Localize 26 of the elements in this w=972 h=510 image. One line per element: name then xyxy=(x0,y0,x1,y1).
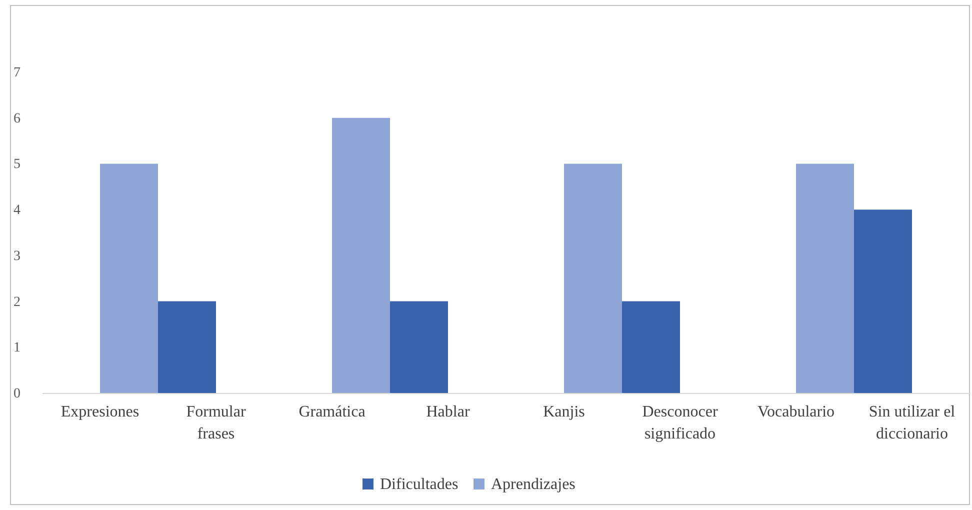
x-tick-label: Hablar xyxy=(426,404,470,420)
x-tick-label: Kanjis xyxy=(543,404,585,420)
x-tick-label: Sin utilizar el diccionario xyxy=(868,404,956,442)
x-tick-label: Desconocer significado xyxy=(642,404,718,442)
bar xyxy=(796,164,854,393)
x-tick-label: Expresiones xyxy=(60,404,140,420)
bar xyxy=(100,164,158,393)
bar xyxy=(564,164,622,393)
y-tick-label: 4 xyxy=(14,203,20,218)
bar xyxy=(332,118,390,393)
y-tick-label: 3 xyxy=(14,248,20,264)
legend-label: Dificultades xyxy=(380,476,458,493)
legend-label: Aprendizajes xyxy=(491,476,576,493)
y-tick-label: 2 xyxy=(14,294,20,310)
bar xyxy=(390,301,448,393)
x-tick-label: Gramática xyxy=(298,404,366,420)
bar xyxy=(622,301,680,393)
y-tick-label: 7 xyxy=(14,66,20,80)
y-tick-label: 1 xyxy=(14,340,20,356)
y-tick-label: 0 xyxy=(14,386,20,402)
x-tick-label: Formular frases xyxy=(186,404,246,442)
y-tick-label: 6 xyxy=(14,111,20,126)
bar xyxy=(854,210,912,393)
bar xyxy=(158,301,216,393)
y-tick-label: 5 xyxy=(14,157,20,172)
x-tick-label: Vocabulario xyxy=(757,404,835,420)
